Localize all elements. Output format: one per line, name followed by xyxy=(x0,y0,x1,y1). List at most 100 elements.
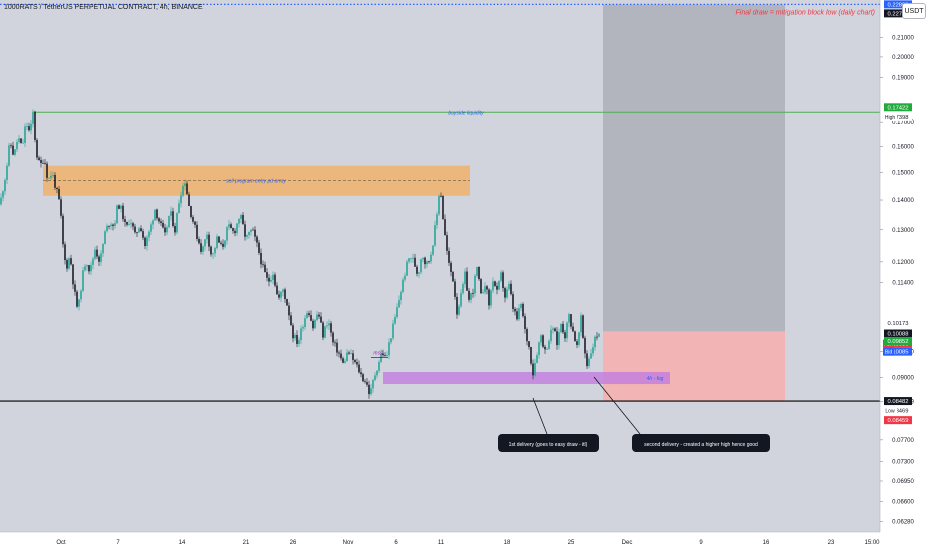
candle-body xyxy=(352,353,354,360)
candle xyxy=(590,348,592,359)
candle-body xyxy=(498,280,500,290)
candle-body xyxy=(280,291,282,298)
candle-body xyxy=(100,253,102,262)
second-delivery-pointer xyxy=(593,376,641,435)
candle-body xyxy=(350,353,352,355)
candle xyxy=(292,323,294,343)
candle xyxy=(140,225,142,232)
price-label-box xyxy=(884,319,912,328)
candle-body xyxy=(64,244,66,261)
candle xyxy=(72,263,74,290)
candle-body xyxy=(314,319,316,329)
candle-body xyxy=(136,232,138,234)
candle-body xyxy=(182,185,184,196)
time-axis-label: 16 xyxy=(763,540,770,546)
candle xyxy=(546,347,548,350)
candle xyxy=(246,234,248,240)
price-label-value: 0.08482 xyxy=(888,399,909,405)
currency-button[interactable]: USDT xyxy=(902,3,926,19)
candle-body xyxy=(196,224,198,239)
candle xyxy=(58,185,60,200)
candle xyxy=(26,122,28,131)
candle xyxy=(568,312,570,328)
price-label-value: 0.17398 xyxy=(888,115,909,121)
candle xyxy=(272,271,274,285)
candle xyxy=(122,202,124,222)
candle xyxy=(562,321,564,335)
candle-body xyxy=(224,240,226,247)
candle-body xyxy=(218,236,220,243)
candle-body xyxy=(50,175,52,178)
candle-body xyxy=(516,311,518,320)
candle xyxy=(290,312,292,326)
candle xyxy=(448,247,450,266)
candle xyxy=(472,288,474,298)
candle xyxy=(168,215,170,229)
candle xyxy=(0,193,2,206)
candle-body xyxy=(468,290,470,300)
second-delivery-box xyxy=(632,434,770,452)
candle xyxy=(304,315,306,330)
candle-body xyxy=(590,353,592,359)
candle-body xyxy=(394,317,396,324)
candle-body xyxy=(500,272,502,281)
candle-body xyxy=(452,271,454,282)
candle xyxy=(350,348,352,355)
candle xyxy=(536,352,538,364)
candle xyxy=(540,334,542,346)
candle-body xyxy=(216,236,218,249)
price-axis-label: 0.21000 xyxy=(892,35,914,41)
candle-body xyxy=(586,353,588,367)
price-label-value: 0.10085 xyxy=(888,350,909,356)
time-axis-label: Dec xyxy=(622,540,633,546)
candle-body xyxy=(418,272,420,274)
candle xyxy=(186,180,188,195)
candle-body xyxy=(114,223,116,226)
candle xyxy=(456,292,458,319)
candle xyxy=(322,320,324,341)
candle-body xyxy=(450,262,452,272)
candle-body xyxy=(38,157,40,161)
candle xyxy=(230,222,232,229)
candle-body xyxy=(348,352,350,354)
candle xyxy=(316,310,318,322)
candle xyxy=(34,110,36,143)
candle-body xyxy=(264,264,266,273)
candle xyxy=(532,359,534,380)
candle xyxy=(334,339,336,347)
candle-body xyxy=(124,219,126,222)
candle xyxy=(100,249,102,266)
candle xyxy=(48,177,50,179)
candle-body xyxy=(22,142,24,144)
candle xyxy=(298,337,300,347)
candle-body xyxy=(70,258,72,265)
candle xyxy=(158,217,160,224)
candle xyxy=(218,236,220,243)
candle xyxy=(522,302,524,318)
candle-body xyxy=(242,214,244,225)
candle-body xyxy=(310,315,312,321)
candle xyxy=(78,299,80,311)
candle-body xyxy=(472,293,474,294)
candle-body xyxy=(436,214,438,226)
candle xyxy=(160,218,162,226)
candle-body xyxy=(230,224,232,229)
candle-body xyxy=(324,326,326,338)
candle xyxy=(64,241,66,265)
candle-body xyxy=(82,270,84,291)
candle-body xyxy=(440,195,442,197)
candle xyxy=(128,219,130,226)
candle xyxy=(410,257,412,263)
candle-body xyxy=(416,266,418,274)
candle-body xyxy=(466,271,468,291)
final-draw-label: Final draw = mitigation block low (daily… xyxy=(736,9,875,16)
candle-body xyxy=(154,209,156,221)
candle-body xyxy=(574,331,576,342)
stop-zone xyxy=(603,331,785,402)
candle-body xyxy=(530,347,532,364)
candle xyxy=(266,268,268,282)
candle xyxy=(462,281,464,295)
candle xyxy=(560,323,562,334)
